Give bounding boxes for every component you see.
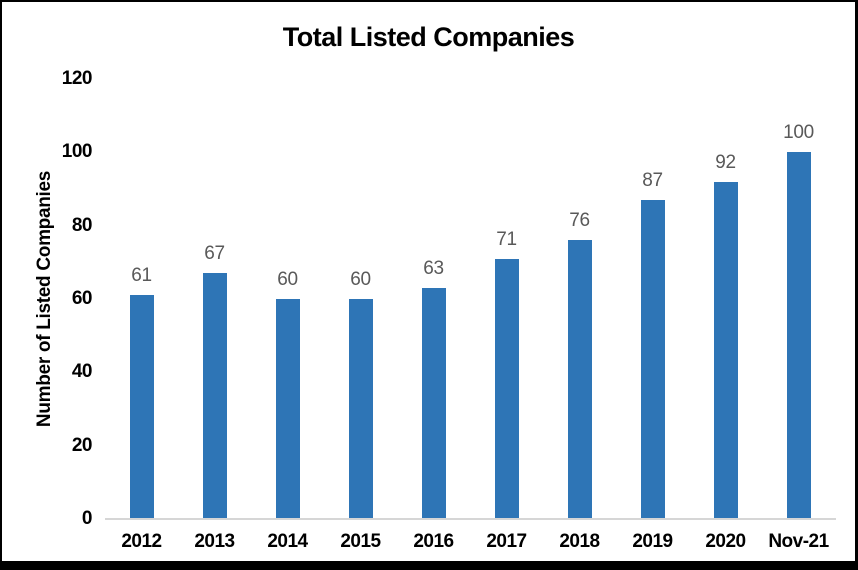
bar-2014 [275, 299, 300, 519]
x-label-2014: 2014 [267, 531, 308, 552]
x-label-2013: 2013 [194, 531, 235, 552]
x-label-2017: 2017 [486, 531, 527, 552]
x-label-2012: 2012 [121, 531, 162, 552]
bar-2015 [348, 299, 373, 519]
bar-2020 [713, 181, 738, 519]
bar-2012 [129, 295, 154, 519]
x-label-2016: 2016 [413, 531, 454, 552]
x-label-2020: 2020 [705, 531, 746, 552]
y-tick-40: 40 [71, 361, 93, 383]
y-tick-20: 20 [71, 434, 93, 456]
data-label-2012: 61 [131, 265, 152, 287]
data-label-2020: 92 [715, 151, 736, 173]
x-label-2019: 2019 [632, 531, 673, 552]
x-label-Nov-21: Nov-21 [768, 531, 829, 552]
chart-title: Total Listed Companies [282, 22, 575, 52]
data-label-2016: 63 [423, 258, 444, 279]
data-label-2013: 67 [204, 243, 225, 265]
data-label-2017: 71 [496, 228, 517, 250]
bar-Nov-21 [786, 152, 811, 519]
x-label-2018: 2018 [559, 531, 600, 552]
bar-2017 [494, 258, 519, 519]
y-tick-120: 120 [61, 68, 93, 89]
bar-2016 [421, 288, 446, 519]
y-tick-100: 100 [61, 141, 93, 163]
data-label-2019: 87 [642, 170, 663, 191]
plot-area: 61 67 60 60 63 71 76 87 92 100 [105, 79, 835, 519]
x-axis-line [105, 518, 836, 520]
data-label-2015: 60 [350, 269, 371, 290]
data-label-Nov-21: 100 [783, 122, 814, 144]
bar-2018 [567, 240, 592, 519]
data-label-2018: 76 [569, 210, 590, 232]
y-tick-80: 80 [71, 214, 93, 236]
y-tick-60: 60 [71, 288, 93, 309]
y-tick-0: 0 [81, 508, 93, 529]
x-label-2015: 2015 [340, 531, 381, 552]
bar-2013 [202, 273, 227, 519]
bar-2019 [640, 200, 665, 519]
data-label-2014: 60 [277, 269, 298, 290]
